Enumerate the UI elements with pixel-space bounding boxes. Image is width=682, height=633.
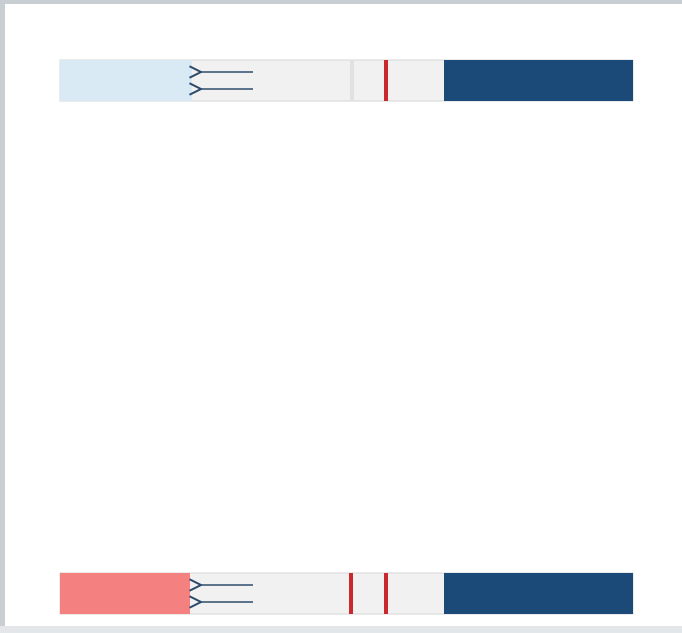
sample-pad bbox=[60, 60, 192, 101]
page: (() => { const data = JSON.parse(documen… bbox=[0, 0, 682, 633]
handle bbox=[444, 573, 633, 614]
frame-bottom bbox=[0, 626, 682, 633]
sample-pad bbox=[60, 573, 190, 614]
control-line bbox=[384, 60, 388, 101]
control-line bbox=[384, 573, 388, 614]
handle bbox=[444, 60, 633, 101]
frame-left bbox=[0, 0, 5, 633]
test-strip-negative bbox=[60, 60, 633, 101]
test-line bbox=[349, 573, 353, 614]
faint-line bbox=[350, 60, 354, 101]
frame-top bbox=[0, 0, 682, 4]
illustration bbox=[0, 0, 682, 633]
test-strip-positive bbox=[60, 573, 633, 614]
